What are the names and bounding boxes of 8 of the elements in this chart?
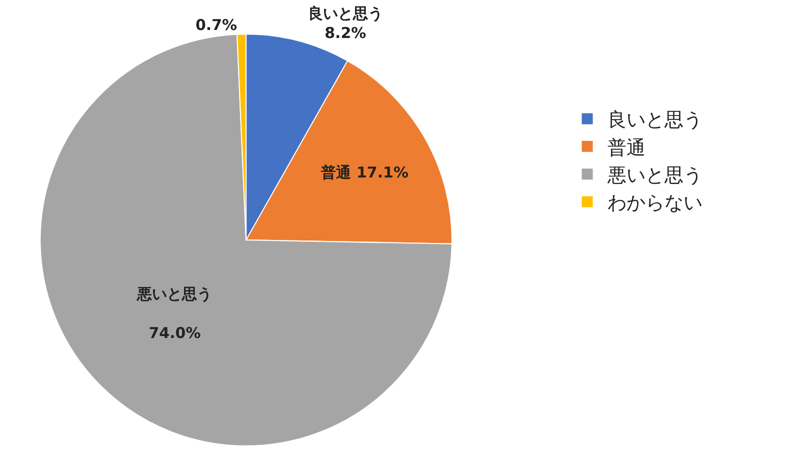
data-label: 普通 17.1%	[320, 164, 408, 182]
text: 悪いと思う 74.0%	[137, 285, 212, 342]
legend-label: わからない	[607, 192, 702, 214]
legend-label: 普通	[607, 136, 646, 159]
data-label: 良いと思う 8.2%	[308, 4, 383, 42]
data-label: 0.7%	[195, 16, 238, 34]
legend-label: 悪いと思う	[606, 164, 702, 186]
legend-label: 良いと思う	[607, 109, 702, 132]
